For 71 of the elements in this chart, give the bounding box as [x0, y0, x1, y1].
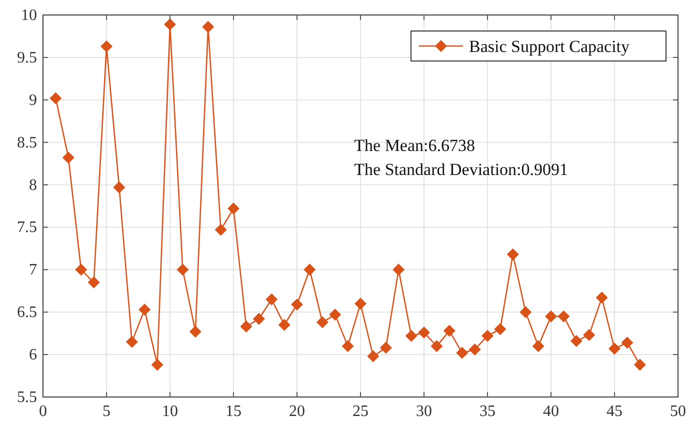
point	[494, 323, 506, 336]
point	[443, 324, 456, 337]
point	[202, 20, 214, 33]
y-tick-label: 7.5	[17, 219, 37, 236]
y-tick-label: 9	[29, 92, 37, 109]
annotation: The Mean:6.6738	[354, 136, 476, 155]
point	[468, 343, 481, 356]
y-tick-label: 10	[21, 7, 37, 24]
x-tick-label: 50	[670, 403, 686, 420]
point	[634, 358, 646, 371]
x-tick-label: 20	[289, 403, 305, 420]
point	[418, 326, 430, 338]
point	[113, 181, 126, 194]
point	[583, 329, 596, 342]
y-tick-label: 6.5	[17, 304, 37, 322]
x-tick-label: 40	[543, 403, 559, 420]
point	[100, 40, 112, 52]
point	[304, 264, 316, 276]
y-tick-label: 8.5	[17, 134, 37, 152]
point	[367, 350, 380, 362]
x-tick-label: 45	[606, 403, 622, 420]
x-tick-label: 35	[480, 403, 496, 420]
point	[189, 326, 202, 338]
x-tick-label: 30	[416, 403, 432, 420]
point	[342, 340, 354, 352]
point	[291, 298, 303, 310]
point	[430, 340, 443, 352]
point	[392, 264, 405, 276]
y-tick-label: 5.5	[17, 389, 37, 406]
point	[252, 312, 265, 325]
annotation: The Standard Deviation:0.9091	[354, 160, 568, 179]
point	[75, 264, 88, 276]
point	[596, 292, 608, 304]
point	[608, 342, 620, 355]
legend-label: Basic Support Capacity	[469, 37, 630, 56]
point	[354, 298, 366, 310]
point	[228, 202, 240, 215]
y-tick-label: 9.5	[17, 49, 37, 66]
y-tick-label: 7	[29, 262, 37, 279]
point	[240, 320, 252, 333]
point	[214, 224, 227, 236]
point	[266, 293, 278, 306]
point	[405, 330, 418, 342]
point	[88, 276, 100, 288]
point	[456, 346, 468, 359]
point	[329, 308, 342, 321]
x-tick-label: 15	[226, 403, 242, 420]
y-tick-label: 6	[29, 346, 37, 364]
point	[545, 310, 557, 322]
x-tick-label: 25	[352, 403, 368, 420]
x-tick-label: 0	[39, 403, 47, 420]
point	[138, 304, 151, 316]
point	[380, 342, 392, 354]
x-tick-label: 10	[162, 403, 178, 420]
point	[621, 336, 634, 349]
point	[50, 92, 62, 104]
point	[570, 334, 582, 347]
point	[278, 318, 290, 331]
point	[482, 330, 494, 342]
point	[506, 248, 519, 260]
point	[151, 358, 164, 371]
point	[126, 336, 138, 348]
x-tick-label: 5	[102, 403, 110, 420]
point	[164, 18, 176, 30]
y-tick-label: 8	[29, 176, 37, 194]
point	[532, 340, 544, 352]
point	[316, 316, 328, 328]
point	[558, 310, 570, 322]
point	[520, 306, 532, 318]
point	[62, 152, 74, 164]
point	[176, 264, 189, 276]
